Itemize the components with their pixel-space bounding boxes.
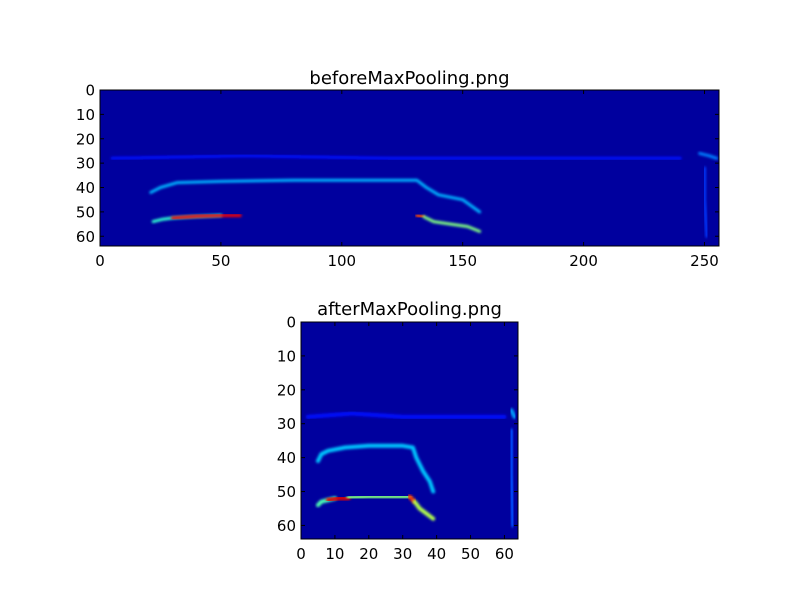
- x-tick-label: 0: [296, 545, 306, 563]
- y-tick-label: 50: [76, 203, 95, 221]
- y-tick-label: 10: [76, 106, 95, 124]
- x-tick-label: 40: [427, 545, 446, 563]
- y-tick-label: 30: [277, 415, 296, 433]
- y-tick-label: 20: [76, 130, 95, 148]
- x-tick-label: 150: [448, 252, 477, 270]
- y-tick-label: 60: [277, 517, 296, 535]
- y-tick-label: 60: [76, 228, 95, 246]
- x-tick-label: 30: [393, 545, 412, 563]
- heatmap-feature: [422, 215, 482, 233]
- heatmap-feature: [509, 408, 517, 419]
- heatmap-feature: [110, 154, 682, 160]
- heatmap-feature: [149, 178, 482, 214]
- heatmap-feature: [703, 166, 709, 238]
- x-tick-label: 60: [495, 545, 514, 563]
- x-tick-label: 200: [569, 252, 598, 270]
- x-tick-label: 0: [95, 252, 105, 270]
- subplot-before-max-pooling: beforeMaxPooling.png 0 50 100 150 200 250 0 10 2…: [76, 68, 720, 270]
- axes-frame: [99, 89, 720, 247]
- x-tick-label: 100: [327, 252, 356, 270]
- y-tick-label: 10: [277, 347, 296, 365]
- y-tick-label: 0: [286, 314, 296, 332]
- heatmap-feature: [346, 494, 412, 500]
- y-tick-label: 40: [277, 449, 296, 467]
- subplot-after-max-pooling: afterMaxPooling.png 0 10 20 30 40 50 600102030…: [277, 299, 519, 563]
- y-tick-label: 40: [76, 179, 95, 197]
- axes-frame: [300, 321, 519, 540]
- heatmap-feature: [698, 151, 719, 160]
- y-tick-label: 0: [85, 82, 95, 100]
- heatmap-feature: [326, 496, 351, 502]
- heatmap-image: [305, 408, 517, 528]
- x-tick-label: 250: [690, 252, 719, 270]
- heatmap-feature: [509, 428, 515, 528]
- x-tick-label: 10: [325, 545, 344, 563]
- y-tick-label: 20: [277, 381, 296, 399]
- x-tick-label: 20: [359, 545, 378, 563]
- heatmap-feature: [316, 443, 436, 494]
- y-tick-label: 50: [277, 483, 296, 501]
- chart-title: afterMaxPooling.png: [317, 299, 502, 320]
- y-tick-label: 30: [76, 155, 95, 173]
- heatmap-feature: [305, 411, 507, 419]
- heatmap-image: [110, 151, 719, 238]
- heatmap-background: [100, 90, 719, 246]
- chart-title: beforeMaxPooling.png: [309, 68, 509, 89]
- x-tick-label: 50: [211, 252, 230, 270]
- heatmap-background: [301, 322, 518, 539]
- x-tick-label: 50: [461, 545, 480, 563]
- heatmap-feature: [412, 499, 436, 521]
- heatmap-feature: [171, 214, 242, 220]
